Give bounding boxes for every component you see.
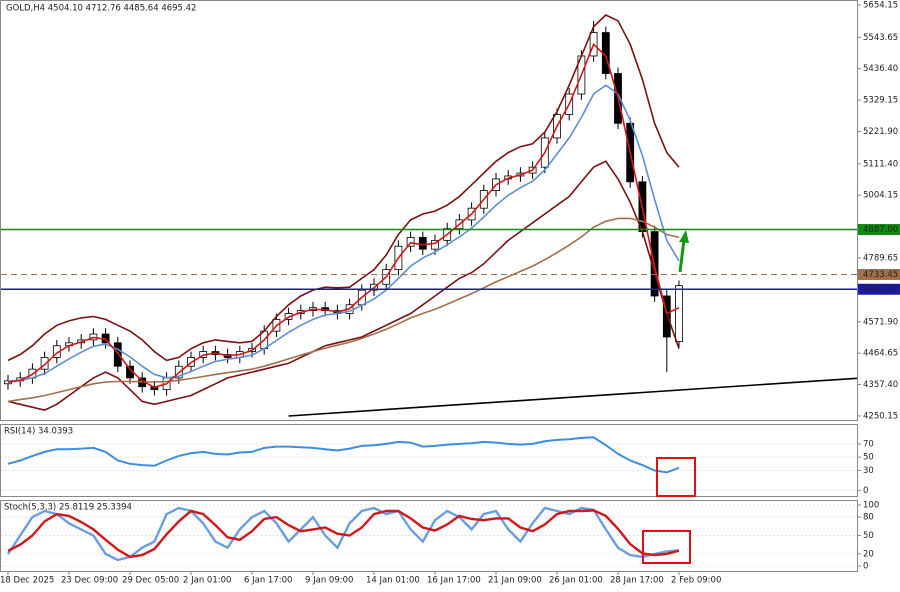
y-tick-label: 20 — [863, 549, 874, 559]
x-tick-label: 14 Jan 01:00 — [366, 576, 420, 586]
candle-body — [418, 237, 427, 250]
y-tick-label: 50 — [863, 531, 874, 541]
plot-area — [1, 436, 857, 491]
rsi-title: RSI(14) 34.0393 — [4, 427, 73, 437]
y-tick-label: 4250.15 — [863, 411, 898, 421]
indicator-line — [7, 436, 680, 474]
level-tag — [858, 268, 900, 280]
x-tick-label: 2 Jan 01:00 — [183, 576, 231, 586]
x-tick-label: 2 Feb 09:00 — [671, 576, 721, 586]
y-tick-label: 5111.40 — [863, 159, 898, 169]
x-tick-label: 16 Jan 17:00 — [427, 576, 481, 586]
y-tick-label: 80 — [863, 513, 874, 523]
y-tick-label: 5329.15 — [863, 96, 898, 106]
y-tick-label: 0 — [863, 562, 868, 572]
rsi-panel — [0, 424, 858, 497]
x-tick-label: 6 Jan 17:00 — [244, 576, 292, 586]
indicator-line — [7, 217, 680, 403]
candle-body — [662, 295, 671, 338]
indicator-line — [7, 42, 680, 389]
y-tick-label: 70 — [863, 439, 874, 449]
level-tag — [858, 224, 900, 236]
candle-body — [431, 239, 439, 250]
y-tick-label: 5543.65 — [863, 33, 898, 43]
level-tag — [858, 283, 900, 295]
level-label: 4887.00 — [863, 225, 898, 235]
y-tick-label: 4464.65 — [863, 349, 898, 359]
trendline — [288, 377, 857, 417]
y-tick-label: 5004.15 — [863, 191, 898, 201]
y-tick-label: 30 — [863, 466, 874, 476]
y-tick-label: 5654.15 — [863, 0, 898, 10]
candle-body — [40, 357, 49, 370]
indicator-line — [7, 509, 680, 559]
level-label: 4733.45 — [863, 270, 898, 280]
y-tick-label: 100 — [863, 500, 879, 510]
indicator-line — [7, 160, 680, 411]
x-tick-label: 23 Dec 09:00 — [61, 576, 118, 586]
y-tick-label: 5221.90 — [863, 127, 898, 137]
y-tick-label: 4789.65 — [863, 254, 898, 264]
highlight-box — [642, 530, 691, 564]
y-tick-label: 4357.40 — [863, 380, 898, 390]
plot-area — [4, 14, 857, 417]
candle-body — [675, 285, 683, 343]
chart-title: GOLD,H4 4504.10 4712.76 4485.64 4695.42 — [6, 4, 196, 14]
highlight-box — [656, 457, 696, 497]
x-tick-label: 21 Jan 09:00 — [488, 576, 542, 586]
y-tick-label: 5436.40 — [863, 64, 898, 74]
x-tick-label: 26 Jan 01:00 — [549, 576, 603, 586]
indicator-line — [7, 84, 680, 382]
candle-body — [113, 342, 122, 367]
plot-area — [1, 504, 857, 567]
candle-body — [406, 237, 415, 247]
x-tick-label: 18 Dec 2025 — [0, 576, 54, 586]
stoch-title: Stoch(5,3,3) 25.8119 25.3394 — [4, 503, 132, 513]
y-tick-label: 0 — [863, 486, 868, 496]
x-tick-label: 29 Dec 05:00 — [122, 576, 179, 586]
x-tick-label: 28 Jan 17:00 — [610, 576, 664, 586]
indicator-line — [7, 14, 680, 362]
y-tick-label: 50 — [863, 453, 874, 463]
y-tick-label: 4571.90 — [863, 317, 898, 327]
level-label: 4683.00 — [863, 285, 898, 295]
arrow — [678, 230, 689, 273]
main-panel — [0, 0, 858, 421]
x-tick-label: 9 Jan 09:00 — [305, 576, 353, 586]
